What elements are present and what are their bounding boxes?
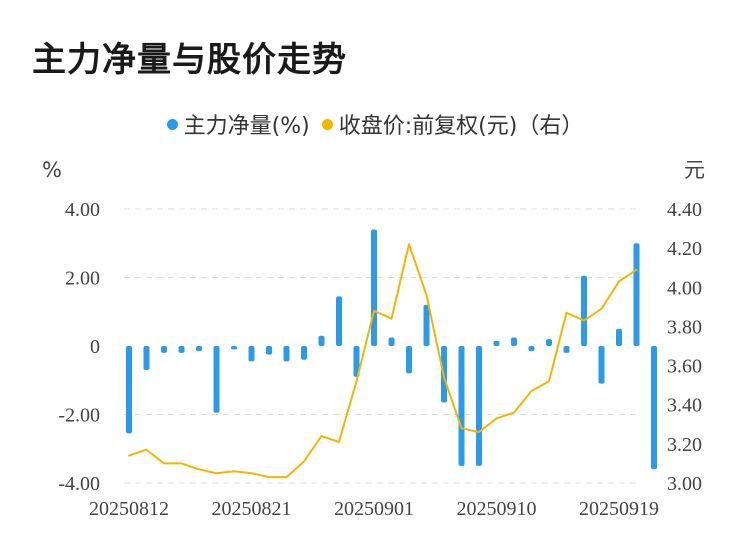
- bar: [563, 346, 570, 353]
- bar: [423, 304, 430, 346]
- y-right-tick-label: 3.80: [667, 316, 702, 338]
- grid-lines: [124, 208, 638, 484]
- x-tick-label: 20250901: [334, 498, 414, 520]
- x-tick-label: 20250812: [89, 498, 169, 520]
- bar: [336, 296, 342, 346]
- bar: [283, 346, 290, 362]
- bar: [616, 328, 622, 346]
- y-right-tick-label: 4.20: [667, 238, 702, 260]
- bar: [598, 346, 605, 384]
- legend-label-close-price: 收盘价:前复权(元)（右）: [338, 114, 584, 139]
- y-right-unit-label: 元: [684, 158, 705, 182]
- bar: [388, 337, 395, 346]
- x-tick-label: 20250910: [457, 498, 537, 520]
- y-left-unit-label: %: [42, 158, 62, 182]
- y-right-tick-label: 3.20: [667, 434, 702, 456]
- bar: [633, 243, 640, 346]
- bar: [476, 346, 482, 466]
- y-left-tick-label: -2.00: [58, 405, 100, 427]
- bar: [143, 346, 150, 370]
- y-right-tick-label: 3.00: [667, 473, 702, 495]
- bar: [266, 346, 272, 355]
- bar: [318, 335, 325, 346]
- bar: [196, 346, 202, 352]
- legend: 主力净量(%) 收盘价:前复权(元)（右）: [0, 108, 750, 140]
- y-right-tick-label: 4.00: [667, 277, 702, 299]
- bar: [161, 346, 167, 353]
- x-tick-label: 20250919: [579, 498, 659, 520]
- y-right-tick-label: 3.40: [667, 395, 702, 417]
- bar: [528, 346, 535, 352]
- close-price-line: [128, 243, 638, 479]
- bar: [493, 340, 500, 346]
- bar: [546, 339, 552, 346]
- legend-dot-close-price: [321, 118, 333, 130]
- y-left-tick-label: 0: [90, 336, 100, 358]
- bar: [178, 346, 185, 353]
- y-left-tick-label: 2.00: [65, 268, 100, 290]
- bar: [301, 346, 307, 360]
- legend-dot-net-flow: [166, 118, 178, 130]
- bar: [213, 346, 220, 413]
- bar: [353, 346, 360, 377]
- bar: [248, 346, 255, 362]
- bar: [511, 337, 517, 346]
- y-left-tick-label: -4.00: [58, 473, 100, 495]
- bar: [406, 346, 412, 374]
- bar: [581, 275, 587, 346]
- line-series: [128, 243, 638, 479]
- legend-label-net-flow: 主力净量(%): [183, 114, 310, 139]
- x-tick-label: 20250821: [212, 498, 292, 520]
- legend-item-close-price[interactable]: 收盘价:前复权(元)（右）: [321, 108, 584, 140]
- bar-series: [126, 229, 657, 470]
- y-left-tick-label: 4.00: [65, 199, 100, 221]
- bar: [126, 346, 132, 434]
- chart-title: 主力净量与股价走势: [32, 40, 347, 80]
- y-right-tick-label: 3.60: [667, 356, 702, 378]
- bar: [651, 346, 657, 470]
- axis-labels: 4.00 2.00 0 -2.00 -4.00 4.40 4.20 4.00 3.80 3.60 3…: [42, 158, 705, 520]
- bar: [458, 346, 465, 466]
- y-right-tick-label: 4.40: [667, 199, 702, 221]
- bar: [231, 346, 237, 350]
- legend-item-net-flow[interactable]: 主力净量(%): [166, 108, 310, 140]
- bar: [371, 229, 377, 346]
